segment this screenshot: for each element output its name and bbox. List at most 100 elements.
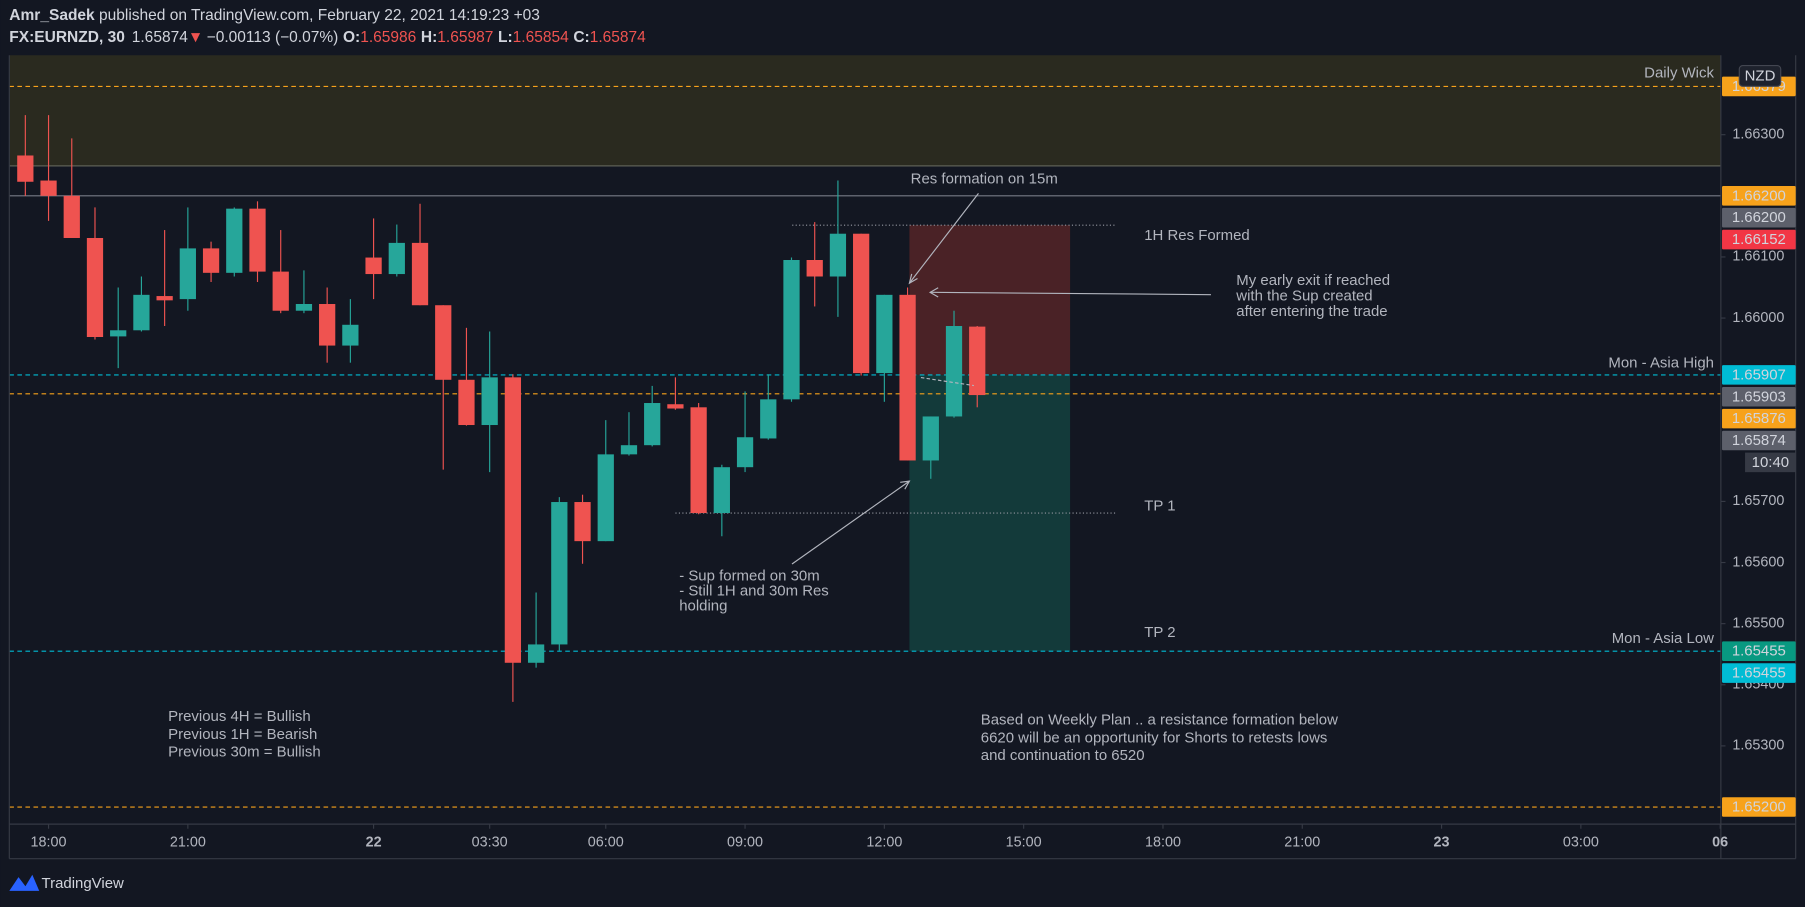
x-tick-label: 03:00 [1563, 834, 1599, 850]
x-tick-label: 18:00 [1145, 834, 1181, 850]
price-badge [1722, 386, 1796, 407]
candle-body [945, 326, 963, 417]
publish-line: Amr_Sadek published on TradingView.com, … [9, 7, 540, 24]
candle-body [40, 180, 57, 196]
close-label: C: [573, 29, 589, 46]
price-badge-label: 1.65455 [1732, 643, 1786, 660]
candle-body [110, 330, 127, 337]
symbol: FX:EURNZD, 30 [9, 29, 125, 46]
annotation: Daily Wick [1644, 65, 1714, 82]
candle-body [760, 399, 777, 439]
annotation: TP 2 [1144, 624, 1175, 641]
candle-body [435, 305, 452, 380]
candle-body [551, 502, 568, 645]
annotation: 1H Res Formed [1144, 227, 1250, 244]
y-tick-label: 1.65500 [1732, 615, 1784, 631]
last-price: 1.65874 [132, 29, 188, 46]
price-badge-label: 1.66152 [1732, 231, 1786, 248]
candle-body [295, 304, 313, 311]
arrow [791, 480, 910, 565]
price-badge [1722, 430, 1796, 451]
candle-body [597, 454, 614, 542]
price-badge [1722, 797, 1796, 817]
x-tick-label: 06 [1712, 834, 1728, 850]
candle-body [249, 208, 266, 272]
candle-body [86, 237, 104, 338]
price-badge [1722, 365, 1796, 385]
x-tick-label: 21:00 [1284, 834, 1320, 850]
y-tick-label: 1.65300 [1732, 738, 1784, 754]
y-tick-label: 1.66300 [1732, 127, 1784, 143]
plot-area [9, 55, 1721, 808]
candle-body [481, 377, 498, 426]
price-badge-label: 1.65876 [1732, 410, 1786, 427]
candle-body [829, 233, 847, 277]
candle-body [690, 407, 707, 514]
x-tick-label: 12:00 [866, 834, 902, 850]
candle-body [272, 271, 289, 311]
annotation: Based on Weekly Plan .. a resistance for… [981, 711, 1338, 728]
candle-body [17, 155, 34, 182]
candle-body [922, 416, 939, 461]
symbol-line: FX:EURNZD, 30 1.65874▼ −0.00113 (−0.07%) O:… [9, 29, 646, 46]
price-badge-label: 1.66200 [1732, 209, 1786, 226]
annotation: and continuation to 6520 [981, 747, 1145, 764]
arrow-head [928, 287, 939, 298]
candle-body [713, 467, 730, 514]
candle-body [179, 248, 196, 300]
annotation: - Still 1H and 30m Res [679, 583, 829, 600]
zone [9, 55, 1721, 166]
candle-body [411, 242, 429, 306]
candle-body [806, 259, 823, 277]
x-tick-label: 23 [1434, 834, 1450, 850]
candle-body [574, 502, 591, 542]
annotation: My early exit if reached [1236, 272, 1390, 289]
candle-body [458, 379, 475, 426]
low-label: L: [498, 29, 513, 46]
currency: NZD [1745, 67, 1776, 84]
price-badge-label: 1.65200 [1732, 799, 1786, 816]
high-label: H: [421, 29, 437, 46]
price-badge-label: 1.65903 [1732, 388, 1786, 405]
candle-body [365, 257, 382, 275]
y-tick-label: 1.66000 [1732, 310, 1784, 326]
annotation: 6620 will be an opportunity for Shorts t… [981, 729, 1328, 746]
x-tick-label: 21:00 [170, 834, 206, 850]
low-value: 1.65854 [513, 29, 569, 46]
price-badge-label: 1.65455 [1732, 665, 1786, 682]
zone [909, 225, 1071, 375]
candle-body [388, 242, 405, 275]
candle-body [319, 304, 336, 346]
brand-logo [9, 874, 40, 891]
price-badge-label: 1.66200 [1732, 187, 1786, 204]
brand: TradingView [9, 874, 124, 892]
x-tick-label: 09:00 [727, 834, 763, 850]
candle-body [644, 403, 661, 446]
annotation: - Sup formed on 30m [679, 568, 819, 585]
candle-body [876, 294, 893, 374]
price-badge [1722, 663, 1796, 683]
high-value: 1.65987 [437, 29, 493, 46]
author: Amr_Sadek [9, 7, 95, 24]
open-label: O: [343, 29, 360, 46]
arrow [920, 376, 974, 387]
annotation: Res formation on 15m [911, 171, 1058, 188]
candle-body [342, 324, 359, 346]
candle-body [156, 296, 173, 301]
arrow [908, 193, 979, 284]
price-badge-label: 1.65874 [1732, 432, 1786, 449]
price-badge [1722, 229, 1796, 250]
annotation: holding [679, 598, 727, 615]
x-tick-label: 03:30 [472, 834, 508, 850]
change: −0.00113 (−0.07%) [207, 29, 339, 46]
price-badge-label: 1.65907 [1732, 366, 1786, 383]
y-tick-label: 1.66100 [1732, 249, 1784, 265]
price-badge [1722, 186, 1796, 206]
currency-badge [1738, 65, 1782, 87]
change-arrow: ▼ [188, 29, 203, 46]
annotation: Previous 1H = Bearish [168, 726, 317, 743]
candle-body [969, 326, 986, 396]
price-badge [1722, 641, 1796, 661]
candle-body [736, 437, 754, 468]
